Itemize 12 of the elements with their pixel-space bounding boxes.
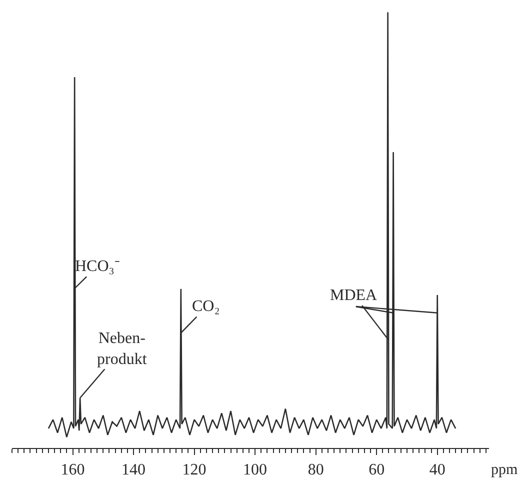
x-tick-label: 100 [243, 461, 268, 478]
annotation: HCO₃⁻ [75, 258, 120, 275]
x-tick-label: 60 [368, 461, 385, 478]
annotation: Neben- produkt [97, 330, 148, 368]
x-tick-label: 120 [182, 461, 206, 478]
x-tick-label: 160 [60, 461, 85, 478]
annotation: MDEA [330, 287, 378, 304]
x-tick-label: 40 [429, 461, 446, 478]
annotation: CO₂ [192, 298, 220, 315]
x-tick-label: 80 [308, 461, 324, 478]
x-tick-label: 140 [122, 461, 146, 478]
x-axis-title: ppm [491, 462, 518, 478]
